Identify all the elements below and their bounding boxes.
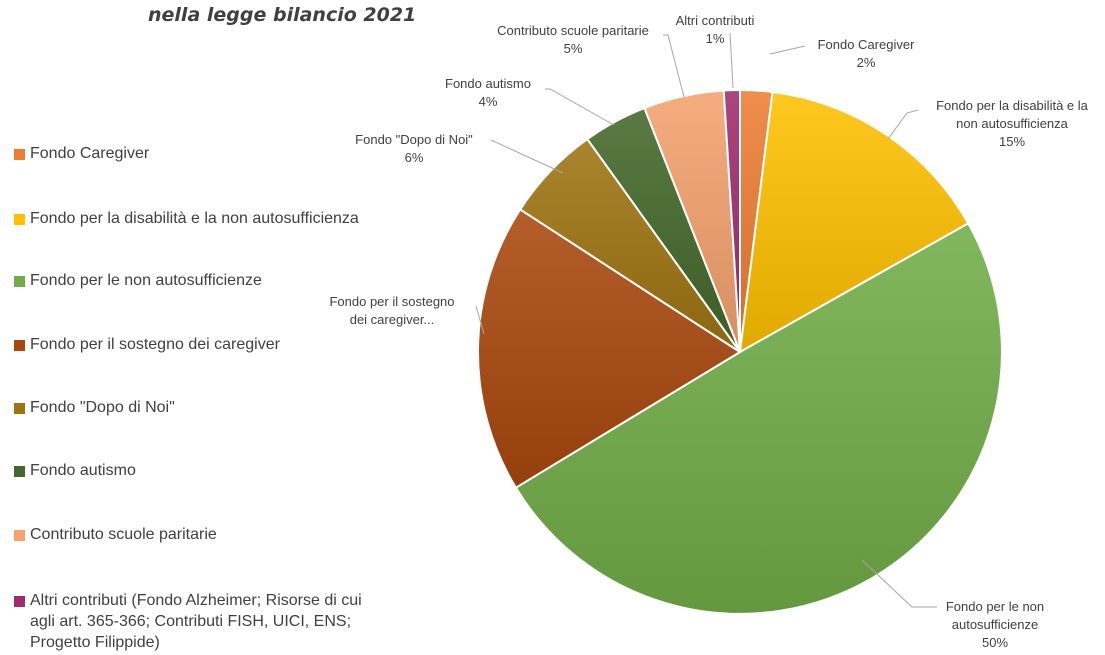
data-label-line: Contributo scuole paritarie — [497, 23, 649, 38]
data-label-fondo-per-la-disabilita-e-la-non-autosufficienza: Fondo per la disabilità e la non autosuff… — [936, 98, 1089, 149]
legend-swatch — [14, 340, 25, 351]
legend-label: Fondo Caregiver — [30, 145, 150, 162]
data-label-line: dei caregiver... — [350, 312, 435, 327]
chart-title: nella legge bilancio 2021 — [148, 4, 417, 26]
data-label-line: 1% — [706, 31, 725, 46]
leader-lines — [475, 32, 937, 608]
legend: Fondo Caregiver Fondo per la disabilità e… — [0, 0, 400, 655]
data-label-line: 5% — [564, 41, 583, 56]
legend-swatch — [14, 214, 25, 225]
leader-line — [545, 88, 615, 126]
legend-swatch — [14, 530, 25, 541]
legend-label: Fondo per le non autosufficienze — [30, 272, 262, 289]
data-label-line: Fondo autismo — [445, 76, 531, 91]
data-label-altri-contributi: Altri contributi 1% — [676, 13, 755, 46]
legend-swatch — [14, 149, 25, 160]
data-label-line: autosufficienze — [952, 617, 1039, 632]
legend-item-fondo-caregiver: Fondo Caregiver — [14, 143, 384, 164]
legend-label: Fondo "Dopo di Noi" — [30, 399, 175, 416]
leader-line — [887, 109, 919, 140]
legend-swatch — [14, 276, 25, 287]
legend-label: Fondo per il sostegno dei caregiver — [30, 336, 280, 353]
pie-slice-fondo-per-la-disabilita-e-la-non-autosufficienza — [738, 90, 970, 354]
data-label-contributo-scuole-paritarie: Contributo scuole paritarie 5% — [497, 23, 649, 56]
pie-slice-altri-contributi — [722, 88, 741, 353]
legend-label: Contributo scuole paritarie — [30, 526, 217, 543]
data-label-line: Fondo per il sostegno — [329, 294, 454, 309]
legend-swatch — [14, 466, 25, 477]
pie-slice-fondo-per-il-sostegno-dei-caregiver — [477, 208, 742, 490]
leader-line — [663, 34, 685, 98]
legend-item-altri-contributi-fondo-alzheimer-risorse: Altri contributi (Fondo Alzheimer; Risor… — [14, 590, 384, 653]
data-labels: Fondo Caregiver 2% Fondo per la disabilità… — [329, 13, 1088, 650]
legend-label: Fondo autismo — [30, 462, 136, 479]
data-label-line: Fondo per la disabilità e la — [936, 98, 1089, 113]
data-label-fondo-autismo: Fondo autismo 4% — [445, 76, 531, 109]
legend-item-contributo-scuole-paritarie: Contributo scuole paritarie — [14, 524, 384, 545]
legend-label: Fondo per la disabilità e la non autosuf… — [30, 210, 359, 227]
legend-swatch — [14, 403, 25, 414]
data-label-line: Fondo per le non — [946, 599, 1044, 614]
pie-slices — [477, 88, 1003, 615]
data-label-fondo-per-il-sostegno-dei-caregiver: Fondo per il sostegno dei caregiver... — [329, 294, 454, 327]
data-label-line: 15% — [999, 134, 1025, 149]
pie-slice-fondo-per-le-non-autosufficienze — [514, 221, 1003, 615]
leader-line — [475, 305, 485, 335]
legend-label: Altri contributi (Fondo Alzheimer; Risor… — [30, 592, 362, 651]
data-label-line: 4% — [479, 94, 498, 109]
leader-line — [729, 32, 734, 89]
leader-line — [861, 559, 937, 608]
legend-item-fondo-per-le-non-autosufficienze: Fondo per le non autosufficienze — [14, 270, 384, 291]
legend-item-fondo-autismo: Fondo autismo — [14, 460, 384, 481]
data-label-fondo-caregiver: Fondo Caregiver 2% — [818, 37, 915, 70]
leader-line — [490, 139, 564, 174]
legend-item-fondo-per-il-sostegno-dei-caregiver: Fondo per il sostegno dei caregiver — [14, 334, 384, 355]
data-label-fondo-dopo-di-noi: Fondo "Dopo di Noi" 6% — [355, 132, 473, 165]
data-label-line: non autosufficienza — [956, 116, 1069, 131]
legend-item-fondo-per-la-disabilita-e-la-non-autosuf: Fondo per la disabilità e la non autosuf… — [14, 208, 384, 229]
data-label-line: 50% — [982, 635, 1008, 650]
data-label-line: Fondo "Dopo di Noi" — [355, 132, 473, 147]
leader-line — [769, 45, 806, 55]
data-label-fondo-per-le-non-autosufficienze: Fondo per le non autosufficienze 50% — [946, 599, 1044, 650]
legend-item-fondo-dopo-di-noi: Fondo "Dopo di Noi" — [14, 397, 384, 418]
data-label-line: Fondo Caregiver — [818, 37, 915, 52]
data-label-line: 6% — [405, 150, 424, 165]
legend-swatch — [14, 596, 25, 607]
data-label-line: 2% — [857, 55, 876, 70]
data-label-line: Altri contributi — [676, 13, 755, 28]
